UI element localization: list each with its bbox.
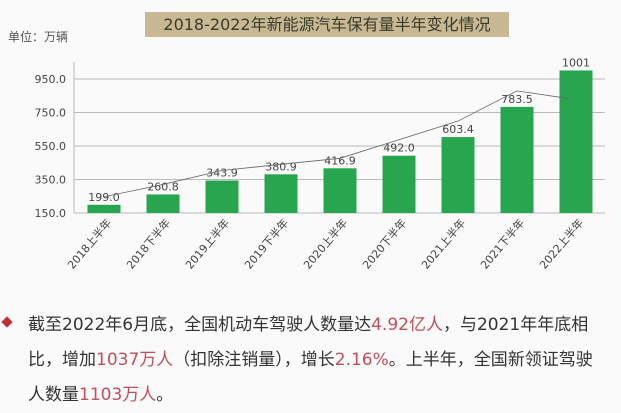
bar-chart: 150.0 350.0 550.0 750.0 950.0 199.0 2018上半年 260… <box>35 56 605 272</box>
y-tick-label: 750.0 <box>35 107 67 120</box>
data-label: 603.4 <box>442 123 474 136</box>
bar <box>382 155 416 213</box>
data-label: 492.0 <box>383 142 415 155</box>
highlight-new-drivers: 1103万人 <box>79 385 157 405</box>
data-label: 260.8 <box>147 180 179 193</box>
bar <box>205 180 239 213</box>
text-part: 截至2022年6月底，全国机动车驾驶人数量达 <box>28 315 372 335</box>
text-part: ，与2021年年底相比，增加 <box>28 315 589 370</box>
bar <box>441 137 475 213</box>
x-tick-label: 2021下半年 <box>477 216 527 272</box>
text-part: 。 <box>156 385 174 405</box>
unit-label: 单位：万辆 <box>8 30 69 44</box>
bar <box>264 174 298 213</box>
y-tick-label: 550.0 <box>35 140 67 153</box>
y-tick-label: 950.0 <box>35 73 67 86</box>
x-tick-label: 2020下半年 <box>359 216 409 272</box>
summary-paragraph: 截至2022年6月底，全国机动车驾驶人数量达4.92亿人，与2021年年底相比，… <box>28 308 608 413</box>
y-tick-label: 150.0 <box>35 207 67 220</box>
bar <box>146 194 180 213</box>
bar <box>559 70 593 214</box>
y-tick-label: 350.0 <box>35 174 67 187</box>
highlight-increase: 1037万人 <box>96 350 174 370</box>
trend-line <box>103 90 569 198</box>
highlight-growth: 2.16% <box>334 350 389 370</box>
bullet-diamond-icon <box>1 316 13 328</box>
data-label: 1001 <box>562 56 590 69</box>
text-part: （扣除注销量），增长 <box>173 350 335 370</box>
bar <box>323 168 357 213</box>
bar <box>500 106 534 213</box>
chart-title: 2018-2022年新能源汽车保有量半年变化情况 <box>145 12 509 37</box>
bar <box>87 204 121 213</box>
x-tick-label: 2021上半年 <box>418 216 468 272</box>
data-label: 380.9 <box>265 160 297 173</box>
data-label: 416.9 <box>324 154 356 167</box>
x-tick-label: 2019下半年 <box>241 216 291 272</box>
x-tick-label: 2018下半年 <box>123 216 173 272</box>
text-part: 。上半年，全国新领证驾驶人数量 <box>28 350 593 405</box>
highlight-drivers: 4.92亿人 <box>371 315 443 335</box>
x-tick-label: 2020上半年 <box>300 216 350 272</box>
x-tick-label: 2022上半年 <box>536 216 586 272</box>
data-label: 783.5 <box>501 93 533 106</box>
data-label: 199.0 <box>88 191 120 204</box>
x-tick-label: 2019上半年 <box>182 216 232 272</box>
x-tick-label: 2018上半年 <box>64 216 114 272</box>
